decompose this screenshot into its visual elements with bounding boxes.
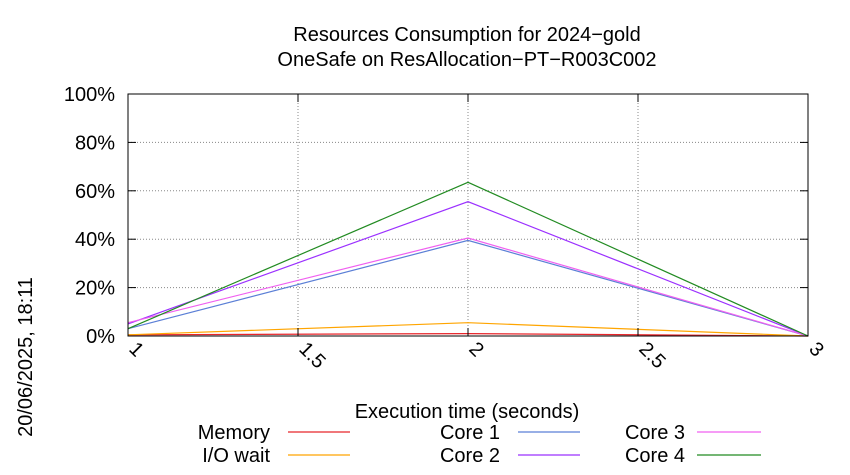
y-tick-label: 40% [75,229,115,251]
x-tick-label: 2.5 [634,338,669,373]
series-line-core-4 [127,181,809,337]
series-line-core-1 [127,239,809,337]
chart-subtitle: OneSafe on ResAllocation−PT−R003C002 [277,49,656,71]
x-axis-label: Execution time (seconds) [355,401,580,423]
x-tick-label: 1 [124,338,147,361]
legend-label: Memory [198,422,270,444]
grid-lines [128,94,808,336]
x-tick-label: 1.5 [294,338,329,373]
series-line-core-3 [127,237,809,337]
x-tick-label: 2 [464,338,487,361]
legend-label: I/O wait [202,445,270,467]
series-line-i-o-wait [127,322,809,337]
y-tick-label: 80% [75,132,115,154]
legend-label: Core 3 [625,422,685,444]
series-lines [127,181,809,337]
y-tick-label: 100% [64,84,115,106]
x-tick-label: 3 [804,338,827,361]
y-tick-label: 20% [75,278,115,300]
legend-label: Core 1 [440,422,500,444]
legend-label: Core 4 [625,445,685,467]
axis-ticks: 0% 20% 40% 60% 80% 100% 1 1.5 2 2.5 3 [64,84,828,373]
chart-title: Resources Consumption for 2024−gold [293,24,640,46]
legend-label: Core 2 [440,445,500,467]
side-timestamp-label: 20/06/2025, 18:11 [15,277,37,437]
series-line-core-2 [127,201,809,337]
y-tick-label: 60% [75,181,115,203]
y-tick-label: 0% [86,326,115,348]
